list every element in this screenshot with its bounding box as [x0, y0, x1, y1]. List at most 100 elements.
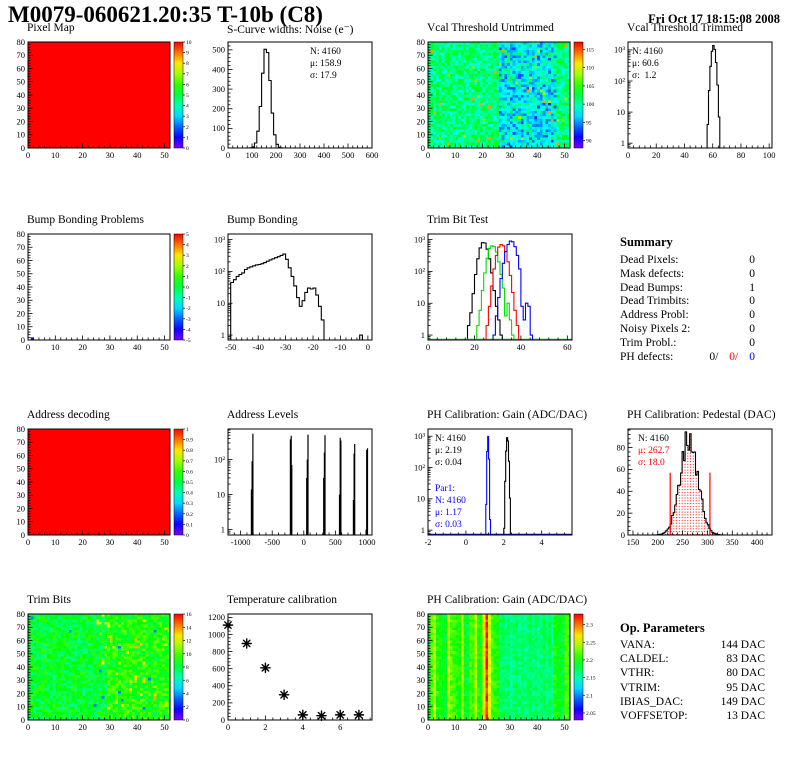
svg-text:0: 0: [26, 150, 30, 160]
svg-text:40: 40: [17, 282, 26, 292]
svg-text:0: 0: [186, 533, 189, 539]
svg-text:60: 60: [17, 255, 26, 265]
panel-trim-bits-map: Trim Bits 0 10 20 30 40 50 0 10 20 30 40 50 60 70 80 0 2…: [0, 594, 199, 770]
op-parameter-row: VANA: 144 DAC: [620, 639, 782, 653]
trim-bit-test-chart: 0 20 40 60 1 10 10² 10³: [414, 233, 573, 352]
ph-gain-hist-chart: -2 0 2 4 1 10 10² 10³: [414, 428, 573, 547]
chart-title: Trim Bit Test: [427, 214, 489, 226]
summary-row: Trim Probl.: 0: [620, 337, 782, 351]
ph-gain-map-chart: 0 10 20 30 40 50010203040506070802.052.12.152…: [417, 609, 596, 732]
svg-text:50: 50: [160, 342, 169, 352]
svg-text:1: 1: [186, 427, 189, 433]
svg-text:5: 5: [186, 93, 189, 99]
chart-title: Bump Bonding Problems: [27, 214, 144, 226]
summary-row-value: 0: [749, 295, 755, 308]
summary-row: Mask defects: 0: [620, 268, 782, 282]
svg-text:-3: -3: [186, 317, 191, 323]
svg-text:10: 10: [17, 130, 26, 140]
svg-text:20: 20: [17, 116, 26, 126]
svg-text:0: 0: [621, 530, 625, 540]
svg-text:110: 110: [586, 66, 594, 72]
svg-text:50: 50: [17, 464, 26, 474]
svg-text:10²: 10²: [614, 76, 626, 86]
svg-text:0.1: 0.1: [186, 522, 193, 528]
svg-text:10²: 10²: [414, 266, 426, 276]
summary-row-value: 0: [749, 322, 755, 335]
svg-text:10: 10: [451, 150, 460, 160]
chart-title: Vcal Threshold Untrimmed: [427, 22, 554, 34]
svg-text:20: 20: [78, 150, 87, 160]
svg-text:1: 1: [421, 525, 425, 535]
svg-text:0.3: 0.3: [186, 501, 193, 507]
summary-row: Dead Trimbits: 0: [620, 295, 782, 309]
summary-row-label: Noisy Pixels 2:: [620, 322, 691, 335]
svg-text:0.4: 0.4: [186, 491, 193, 497]
svg-text:0.7: 0.7: [186, 459, 193, 465]
op-parameter-row: VTRIM: 95 DAC: [620, 682, 782, 696]
summary-row-value: 0: [749, 309, 755, 322]
svg-text:50: 50: [417, 77, 426, 87]
svg-text:80: 80: [417, 37, 426, 47]
summary-rows: Dead Pixels: 0 Mask defects: 0 Dead Bumps:…: [620, 254, 782, 364]
panel-temperature-calibration: Temperature calibration 0 2 4 6 0 200 400 600 80…: [200, 594, 399, 770]
summary-row: Dead Bumps: 1: [620, 282, 782, 296]
svg-text:30: 30: [106, 537, 115, 547]
svg-text:0: 0: [26, 537, 30, 547]
svg-text:2: 2: [502, 537, 506, 547]
svg-text:0.5: 0.5: [186, 480, 193, 486]
svg-text:0: 0: [21, 143, 25, 153]
svg-text:500: 500: [342, 150, 355, 160]
svg-text:50: 50: [160, 537, 169, 547]
op-parameters-title: Op. Parameters: [620, 621, 705, 635]
svg-text:6: 6: [186, 82, 189, 88]
summary-row-label: PH defects:: [620, 350, 674, 363]
summary-row-value: 0: [749, 267, 755, 280]
bump-bonding-chart: -50 -40 -30 -20 -10 0 1 10 10² 10³: [214, 233, 373, 352]
panel-bump-bonding-problems: Bump Bonding Problems 0 10 20 30 40 50 0 10 20 30…: [0, 214, 199, 390]
panel-op-parameters: Op. Parameters VANA: 144 DAC CALDEL: 83 DA…: [600, 594, 796, 770]
stats-text: N: 4160 μ: 2.19 σ: 0.04: [435, 434, 466, 468]
svg-text:40: 40: [617, 486, 626, 496]
op-parameter-value: 144 DAC: [720, 639, 765, 651]
svg-text:0: 0: [626, 150, 630, 160]
svg-text:40: 40: [517, 342, 526, 352]
summary-row: Dead Pixels: 0: [620, 254, 782, 268]
svg-text:-500: -500: [264, 537, 280, 547]
svg-text:10³: 10³: [414, 431, 426, 441]
chart-title: PH Calibration: Gain (ADC/DAC): [427, 409, 588, 421]
svg-text:80: 80: [17, 229, 26, 239]
panel-vcal-untrimmed: Vcal Threshold Untrimmed 0 10 20 30 40 50 0 10 2…: [400, 22, 599, 198]
svg-text:20: 20: [17, 308, 26, 318]
svg-text:20: 20: [478, 150, 487, 160]
svg-text:-50: -50: [225, 342, 236, 352]
svg-text:10: 10: [417, 130, 426, 140]
svg-text:0: 0: [302, 537, 306, 547]
summary-row-value: 0: [749, 336, 755, 349]
op-parameter-label: CALDEL:: [620, 653, 669, 666]
svg-text:0: 0: [186, 146, 189, 152]
summary-row-label: Dead Trimbits:: [620, 295, 690, 308]
chart-title: Pixel Map: [27, 22, 75, 34]
svg-text:90: 90: [586, 139, 592, 145]
panel-summary: Summary Dead Pixels: 0 Mask defects: 0 Dea…: [600, 214, 796, 390]
op-parameter-label: VANA:: [620, 639, 655, 651]
svg-text:30: 30: [17, 490, 26, 500]
page-title: M0079-060621.20:35 T-10b (C8): [8, 2, 323, 27]
summary-row-label: Mask defects:: [620, 267, 685, 280]
op-parameter-label: VOFFSETOP:: [620, 709, 688, 722]
op-parameter-value: 149 DAC: [720, 695, 765, 708]
op-parameter-row: VOFFSETOP: 13 DAC: [620, 710, 782, 724]
svg-text:4: 4: [540, 537, 545, 547]
svg-text:-2: -2: [424, 537, 431, 547]
summary-row-value: 1: [749, 281, 755, 294]
svg-text:1: 1: [221, 330, 225, 340]
summary-row-value: 0: [749, 254, 755, 266]
panel-pixel-map: Pixel Map 0 10 20 30 40 50 0 10 20 30 40 50 60 70 80 0 1…: [0, 22, 199, 198]
summary-row: Noisy Pixels 2: 0: [620, 323, 782, 337]
svg-text:1: 1: [421, 330, 425, 340]
timestamp: Fri Oct 17 18:15:08 2008: [648, 12, 780, 26]
svg-text:1: 1: [186, 274, 189, 280]
op-parameter-row: IBIAS_DAC: 149 DAC: [620, 696, 782, 710]
svg-text:10²: 10²: [414, 462, 426, 472]
